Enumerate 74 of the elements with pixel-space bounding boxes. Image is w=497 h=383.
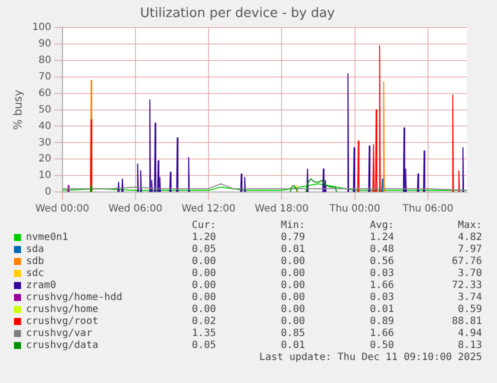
text: 0.02 — [190, 316, 216, 327]
y-tick-label: 70 — [38, 72, 52, 83]
text: 4.94 — [456, 328, 482, 339]
x-tick-label: Wed 00:00 — [35, 204, 90, 215]
x-tick-label: Wed 06:00 — [108, 204, 162, 215]
text: 0.03 — [368, 268, 394, 279]
text: 0.00 — [280, 316, 305, 327]
text: Min: — [280, 220, 305, 231]
text: 0.05 — [190, 244, 216, 255]
text: 0.05 — [190, 340, 216, 351]
y-tick-label: 80 — [38, 55, 52, 66]
y-tick-label: 60 — [38, 88, 52, 99]
y-tick-label: 40 — [38, 120, 52, 132]
text: 0.00 — [280, 256, 305, 267]
legend-label: zram0 — [26, 280, 56, 291]
legend-label: crushvg/home-hdd — [26, 292, 122, 303]
text: 0.56 — [368, 256, 394, 267]
text: 0.01 — [280, 340, 305, 351]
text: 0.03 — [368, 292, 394, 303]
y-axis-title: % busy — [11, 89, 24, 130]
y-tick-label: 90 — [38, 38, 52, 50]
text: 3.70 — [456, 268, 482, 279]
text: 0.00 — [190, 304, 216, 315]
text: 72.33 — [450, 280, 482, 291]
text: 1.35 — [190, 328, 216, 339]
x-tick-label: Thu 00:00 — [328, 204, 380, 215]
text: 0.79 — [280, 232, 305, 243]
x-tick-label: Wed 18:00 — [254, 204, 309, 215]
text: 1.20 — [190, 232, 216, 243]
legend-label: crushvg/data — [26, 340, 98, 351]
legend-label: sdc — [26, 268, 44, 279]
text: 8.13 — [456, 340, 482, 351]
x-tick-label: Thu 06:00 — [402, 204, 454, 215]
legend-label: crushvg/var — [26, 328, 92, 339]
y-tick-label: 100 — [32, 22, 52, 34]
text: 3.74 — [456, 292, 482, 303]
y-tick-label: 0 — [44, 186, 52, 198]
text: 7.97 — [456, 244, 482, 255]
text: 1.66 — [368, 280, 394, 291]
text: 1.66 — [368, 328, 394, 339]
text: Max: — [456, 220, 482, 231]
y-tick-label: 10 — [38, 170, 52, 182]
text: 0.00 — [190, 280, 216, 291]
y-tick-label: 20 — [38, 154, 52, 165]
text: Last update: Thu Dec 11 09:10:00 2025 — [259, 352, 482, 363]
text: 1.24 — [368, 232, 394, 243]
legend-label: nvme0n1 — [26, 232, 68, 243]
text: 0.00 — [280, 292, 305, 303]
text: 0.85 — [280, 328, 305, 339]
text: Avg: — [368, 220, 394, 231]
text: 0.01 — [368, 304, 394, 315]
text: 0.00 — [190, 292, 216, 303]
chart-title: Utilization per device - by day — [140, 6, 336, 22]
text: 0.59 — [456, 304, 482, 315]
text: 0.48 — [368, 244, 394, 255]
text: 0.00 — [280, 268, 305, 279]
legend-label: sdb — [26, 256, 44, 267]
text: 0.89 — [368, 316, 394, 327]
text: 0.00 — [190, 268, 216, 279]
legend-label: crushvg/root — [26, 316, 98, 327]
text: 67.76 — [450, 256, 482, 267]
text: Cur: — [190, 220, 216, 231]
legend-label: crushvg/home — [26, 304, 98, 315]
text: 0.00 — [280, 280, 305, 291]
text: 0.50 — [368, 340, 394, 351]
y-tick-label: 30 — [38, 137, 52, 148]
text: 88.81 — [450, 316, 482, 327]
text: 0.00 — [190, 256, 216, 267]
text: 0.01 — [280, 244, 305, 255]
x-tick-label: Wed 12:00 — [182, 204, 236, 215]
legend-label: sda — [26, 244, 44, 255]
text: 4.82 — [456, 232, 482, 243]
y-tick-label: 50 — [38, 104, 52, 116]
text: 0.00 — [280, 304, 305, 315]
